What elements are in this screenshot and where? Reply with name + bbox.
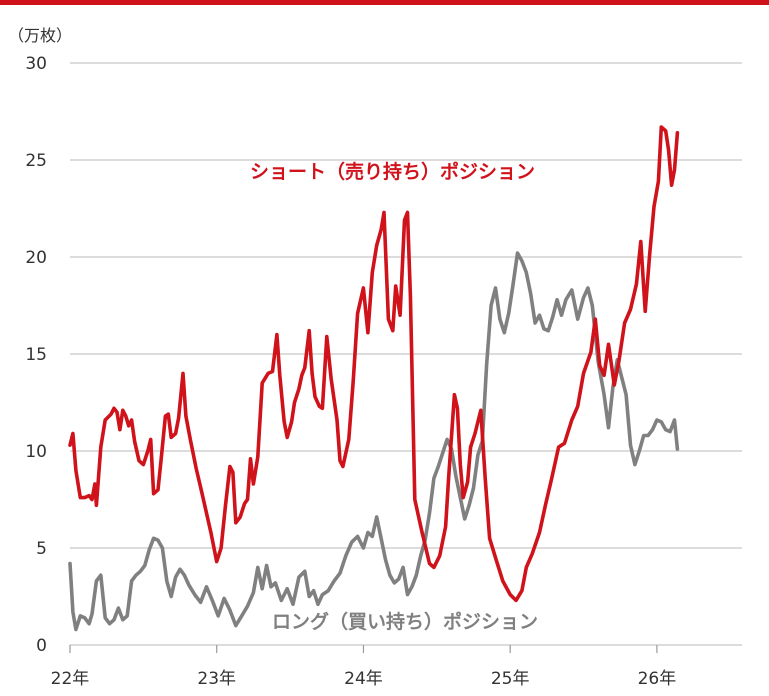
x-tick-label: 24年 (344, 669, 383, 689)
series-lines (68, 125, 680, 632)
y-tick-label: 30 (25, 54, 47, 74)
x-tick-label: 26年 (638, 669, 677, 689)
y-axis-ticks: 0 5 10 15 20 25 30 (25, 54, 47, 656)
top-accent-rule (0, 0, 769, 5)
series-label-short: ショート（売り持ち）ポジション (250, 160, 535, 183)
y-tick-label: 10 (25, 442, 47, 462)
short-position-line (68, 125, 680, 603)
y-tick-label: 20 (25, 248, 47, 268)
x-tick-label: 22年 (51, 669, 90, 689)
y-tick-label: 0 (36, 636, 47, 656)
gridlines (70, 62, 742, 646)
x-axis-ticks: 22年 23年 24年 25年 26年 (51, 645, 677, 689)
y-tick-label: 5 (36, 539, 47, 559)
y-tick-label: 25 (25, 151, 47, 171)
x-tick-label: 23年 (197, 669, 236, 689)
y-tick-label: 15 (25, 345, 47, 365)
x-tick-label: 25年 (491, 669, 530, 689)
long-position-line (68, 251, 680, 632)
series-label-long: ロング（買い持ち）ポジション (272, 610, 538, 633)
y-unit-label: （万枚） (8, 26, 72, 45)
